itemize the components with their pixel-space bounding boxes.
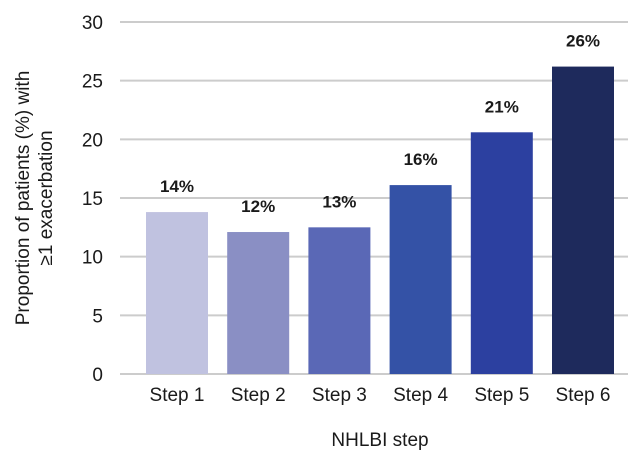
x-tick-label: Step 1: [150, 385, 205, 406]
data-label: 26%: [566, 32, 600, 51]
y-tick-label: 15: [82, 189, 103, 210]
bar-step-5: [470, 132, 533, 374]
y-tick-label: 20: [82, 130, 103, 151]
data-label: 16%: [404, 150, 438, 169]
y-tick-label: 25: [82, 72, 103, 93]
x-tick-label: Step 4: [393, 385, 448, 406]
bar-step-2: [227, 232, 290, 374]
y-tick-labels: 0 5 10 15 20 25 30: [82, 13, 103, 386]
y-tick-label: 30: [82, 13, 103, 34]
x-tick-label: Step 6: [556, 385, 611, 406]
bar-step-3: [308, 227, 371, 374]
bar-step-6: [552, 66, 614, 374]
data-label: 12%: [241, 197, 275, 216]
data-label: 13%: [322, 192, 356, 211]
y-axis-title-line-1: Proportion of patients (%) with: [13, 71, 34, 326]
x-tick-label: Step 2: [231, 385, 286, 406]
x-axis-title: NHLBI step: [331, 430, 428, 451]
bar-step-1: [146, 212, 208, 374]
y-tick-label: 10: [82, 248, 103, 269]
y-axis-title-line-2: ≥1 exacerbation: [36, 130, 57, 265]
x-tick-labels: Step 1 Step 2 Step 3 Step 4 Step 5 Step 6: [150, 385, 611, 406]
data-label: 21%: [485, 97, 519, 116]
y-tick-label: 5: [92, 306, 103, 327]
data-labels: 14% 12% 13% 16% 21% 26%: [160, 32, 600, 216]
bar-step-4: [389, 185, 452, 374]
y-tick-label: 0: [92, 365, 103, 386]
data-label: 14%: [160, 177, 194, 196]
x-tick-label: Step 5: [474, 385, 529, 406]
bar-layer: [146, 66, 614, 374]
x-tick-label: Step 3: [312, 385, 367, 406]
